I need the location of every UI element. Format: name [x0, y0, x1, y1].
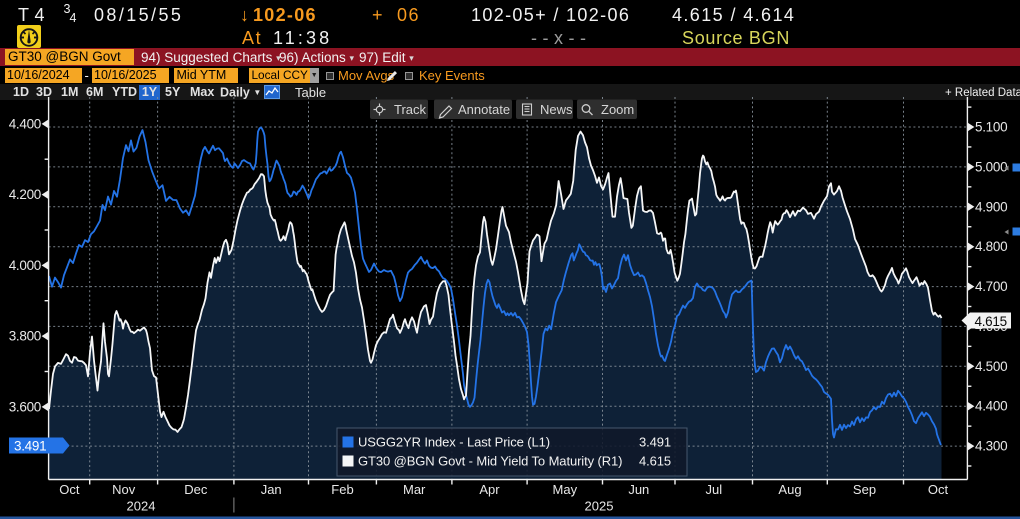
svg-text:May: May: [553, 482, 578, 497]
svg-text:4.300: 4.300: [975, 439, 1007, 454]
svg-text:5.100: 5.100: [975, 120, 1007, 135]
svg-text:4.200: 4.200: [9, 187, 41, 202]
svg-text:Nov: Nov: [112, 482, 136, 497]
svg-text:4.900: 4.900: [975, 199, 1007, 214]
svg-text:Track: Track: [394, 102, 427, 117]
svg-text:Aug: Aug: [778, 482, 801, 497]
svg-text:4.400: 4.400: [9, 116, 41, 131]
svg-text:Dec: Dec: [184, 482, 208, 497]
svg-text:Jan: Jan: [261, 482, 282, 497]
svg-text:2025: 2025: [585, 499, 614, 514]
svg-text:GT30 @BGN Govt - Mid Yield To: GT30 @BGN Govt - Mid Yield To Maturity (…: [358, 454, 622, 469]
svg-text:Jul: Jul: [705, 482, 722, 497]
svg-text:4.615: 4.615: [975, 314, 1007, 329]
svg-text:Zoom: Zoom: [601, 102, 634, 117]
svg-text:Mar: Mar: [403, 482, 426, 497]
svg-text:Sep: Sep: [853, 482, 876, 497]
svg-text:4.400: 4.400: [975, 399, 1007, 414]
svg-text:3.491: 3.491: [639, 435, 671, 450]
svg-text:5.000: 5.000: [975, 159, 1007, 174]
svg-text:3.600: 3.600: [9, 399, 41, 414]
svg-text:Annotate: Annotate: [458, 102, 510, 117]
svg-text:Apr: Apr: [479, 482, 500, 497]
svg-text:News: News: [540, 102, 573, 117]
svg-text:Oct: Oct: [928, 482, 949, 497]
svg-text:2024: 2024: [127, 499, 156, 514]
svg-text:3.491: 3.491: [14, 439, 46, 454]
svg-text:4.000: 4.000: [9, 258, 41, 273]
svg-text:4.700: 4.700: [975, 279, 1007, 294]
svg-text:3.800: 3.800: [9, 329, 41, 344]
svg-text:USGG2YR Index - Last Price (L1: USGG2YR Index - Last Price (L1): [358, 435, 550, 450]
svg-text:Feb: Feb: [331, 482, 353, 497]
svg-text:4.615: 4.615: [639, 454, 671, 469]
svg-text:Oct: Oct: [59, 482, 80, 497]
svg-text:4.500: 4.500: [975, 359, 1007, 374]
svg-text:Jun: Jun: [628, 482, 649, 497]
svg-text:4.800: 4.800: [975, 239, 1007, 254]
